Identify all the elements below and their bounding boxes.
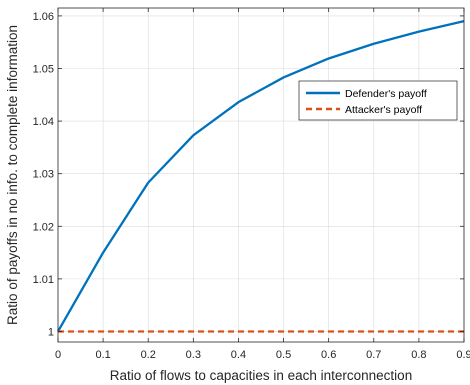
y-tick-label: 1 [48,326,54,338]
x-tick-label: 0.3 [186,349,201,361]
series-lines [57,20,465,333]
legend: Defender's payoff Attacker's payoff [298,80,458,121]
series-line-defender [57,20,465,333]
x-tick-label: 0.6 [321,349,336,361]
y-tick-label: 1.05 [33,63,54,75]
x-axis-label: Ratio of flows to capacities in each int… [110,368,412,383]
y-tick-label: 1.01 [33,274,54,286]
x-tick-label: 0.2 [141,349,156,361]
x-tick-label: 0.5 [276,349,291,361]
x-tick-label: 0.9 [456,349,470,361]
x-tick-label: 0.7 [366,349,381,361]
x-tick-label: 0.4 [231,349,246,361]
legend-label-defender: Defender's payoff [345,88,427,100]
grid-lines [57,8,465,342]
y-tick-label: 1.06 [33,11,54,23]
y-tick-label: 1.02 [33,221,54,233]
x-tick-label: 0 [55,349,61,361]
legend-box [298,80,458,121]
axis-ticks: 0 0.1 0.2 0.3 0.4 0.5 0.6 0.7 0.8 0.9 1 1.01 1.02 1.0… [33,8,470,361]
plot-frame [57,7,465,343]
y-tick-label: 1.04 [33,116,54,128]
x-tick-label: 0.8 [411,349,426,361]
plot-area [58,8,464,342]
legend-label-attacker: Attacker's payoff [345,104,422,116]
x-tick-label: 0.1 [95,349,110,361]
y-axis-label: Ratio of payoffs in no info. to complete… [5,25,20,325]
y-tick-label: 1.03 [33,169,54,181]
